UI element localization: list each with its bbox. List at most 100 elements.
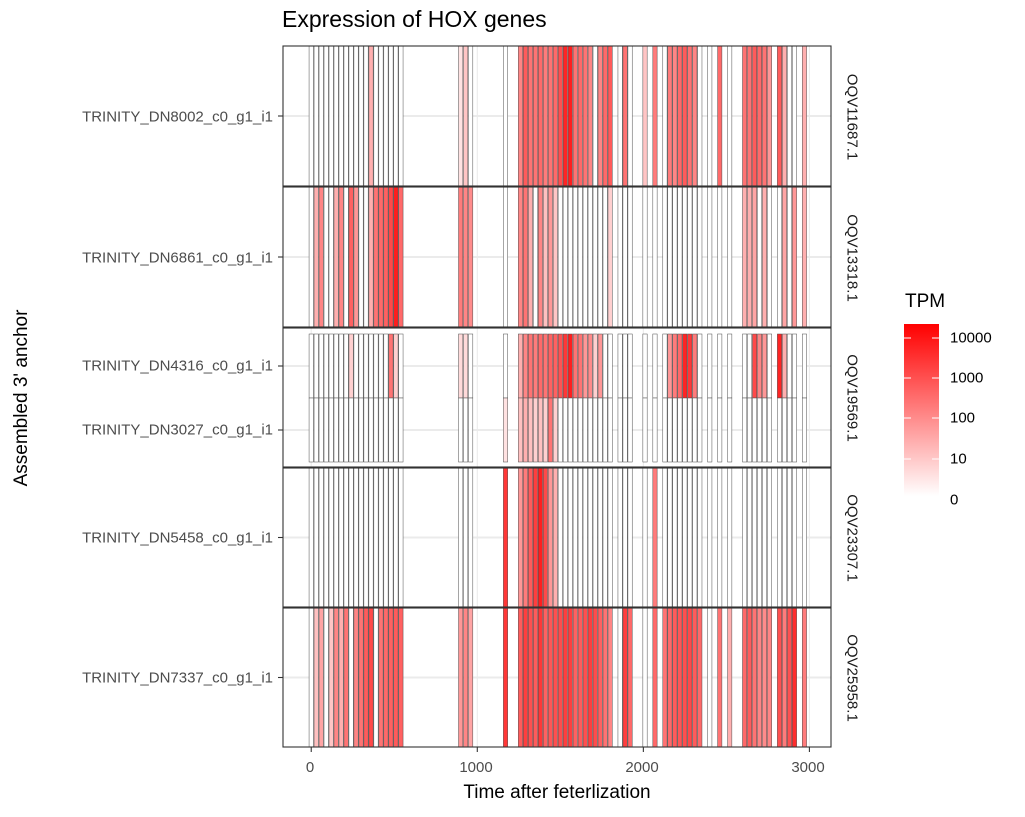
heatmap-tile — [747, 397, 753, 463]
heatmap-tile — [787, 186, 792, 328]
heatmap-tile — [318, 607, 324, 748]
heatmap-tile — [662, 607, 668, 748]
heatmap-tile — [393, 397, 399, 463]
facet-strip-label: OQV13318.1 — [843, 214, 861, 302]
heatmap-tile — [692, 467, 698, 608]
heatmap-tile — [308, 467, 314, 608]
heatmap-tile — [622, 45, 628, 187]
heatmap-tile — [707, 467, 713, 608]
heatmap-tile — [677, 45, 683, 187]
heatmap-tile — [767, 186, 772, 328]
heatmap-tile — [328, 397, 334, 463]
heatmap-tile — [353, 333, 359, 399]
heatmap-tile — [463, 333, 469, 399]
heatmap-tile — [323, 467, 329, 608]
heatmap-tile — [383, 186, 389, 328]
heatmap-tile — [782, 186, 787, 328]
heatmap-tile — [717, 467, 723, 608]
heatmap-tile — [757, 45, 763, 187]
heatmap-tile — [627, 186, 633, 328]
heatmap-tile — [567, 45, 573, 187]
heatmap-tile — [607, 186, 613, 328]
heatmap-tile — [667, 607, 673, 748]
heatmap-tile — [787, 397, 792, 463]
heatmap-tile — [547, 467, 553, 608]
heatmap-tile — [642, 45, 648, 187]
heatmap-tile — [567, 333, 573, 399]
heatmap-tile — [562, 333, 568, 399]
heatmap-tile — [503, 397, 508, 463]
heatmap-tile — [697, 45, 703, 187]
heatmap-tile — [607, 397, 613, 463]
heatmap-tile — [328, 467, 334, 608]
heatmap-tile — [557, 333, 563, 399]
heatmap-tile — [313, 467, 319, 608]
heatmap-tile — [777, 333, 782, 399]
heatmap-tile — [313, 607, 319, 748]
heatmap-tile — [672, 45, 678, 187]
heatmap-tile — [333, 186, 339, 328]
heatmap-tile — [358, 607, 364, 748]
heatmap-tile — [518, 397, 523, 463]
heatmap-tile — [363, 45, 369, 187]
heatmap-tile — [528, 333, 533, 399]
heatmap-tile — [338, 45, 344, 187]
heatmap-tile — [343, 607, 349, 748]
heatmap-tile — [468, 45, 474, 187]
heatmap-tile — [617, 607, 623, 748]
facet-panel — [282, 186, 832, 328]
heatmap-tile — [318, 45, 324, 187]
heatmap-tile — [787, 45, 792, 187]
heatmap-tile — [607, 45, 613, 187]
heatmap-tile — [682, 45, 688, 187]
chart-title: Expression of HOX genes — [282, 6, 547, 32]
heatmap-tile — [523, 186, 528, 328]
heatmap-tile — [802, 333, 807, 399]
heatmap-tile — [697, 467, 703, 608]
heatmap-tile — [587, 397, 593, 463]
heatmap-tile — [757, 467, 763, 608]
heatmap-tile — [577, 607, 583, 748]
heatmap-tile — [727, 397, 733, 463]
heatmap-tile — [523, 467, 528, 608]
heatmap-tile — [692, 45, 698, 187]
heatmap-tile — [383, 397, 389, 463]
heatmap-tile — [782, 45, 787, 187]
heatmap-tile — [717, 607, 723, 748]
heatmap-tile — [582, 397, 588, 463]
heatmap-tile — [393, 607, 399, 748]
heatmap-tile — [373, 45, 379, 187]
heatmap-tile — [627, 607, 633, 748]
legend — [904, 324, 939, 496]
heatmap-tile — [533, 45, 538, 187]
heatmap-tile — [503, 607, 508, 748]
heatmap-tile — [727, 186, 733, 328]
heatmap-tile — [358, 45, 364, 187]
heatmap-tile — [468, 467, 474, 608]
legend-label: 0 — [950, 491, 959, 509]
heatmap-tile — [677, 186, 683, 328]
heatmap-tile — [597, 186, 603, 328]
heatmap-tile — [388, 397, 394, 463]
heatmap-tile — [682, 186, 688, 328]
heatmap-tile — [518, 186, 523, 328]
x-axis-label: Time after feterlization — [463, 782, 651, 803]
heatmap-tile — [767, 607, 772, 748]
heatmap-tile — [762, 397, 767, 463]
heatmap-tile — [577, 45, 583, 187]
heatmap-tile — [672, 186, 678, 328]
heatmap-tile — [727, 333, 733, 399]
heatmap-tile — [627, 45, 633, 187]
heatmap-tile — [777, 467, 782, 608]
heatmap-tile — [353, 467, 359, 608]
heatmap-tile — [757, 333, 763, 399]
heatmap-tile — [533, 333, 538, 399]
heatmap-tile — [343, 397, 349, 463]
heatmap-tile — [572, 333, 578, 399]
heatmap-tile — [617, 186, 623, 328]
heatmap-tile — [547, 45, 553, 187]
heatmap-tile — [692, 397, 698, 463]
heatmap-tile — [463, 607, 469, 748]
heatmap-tile — [592, 397, 598, 463]
